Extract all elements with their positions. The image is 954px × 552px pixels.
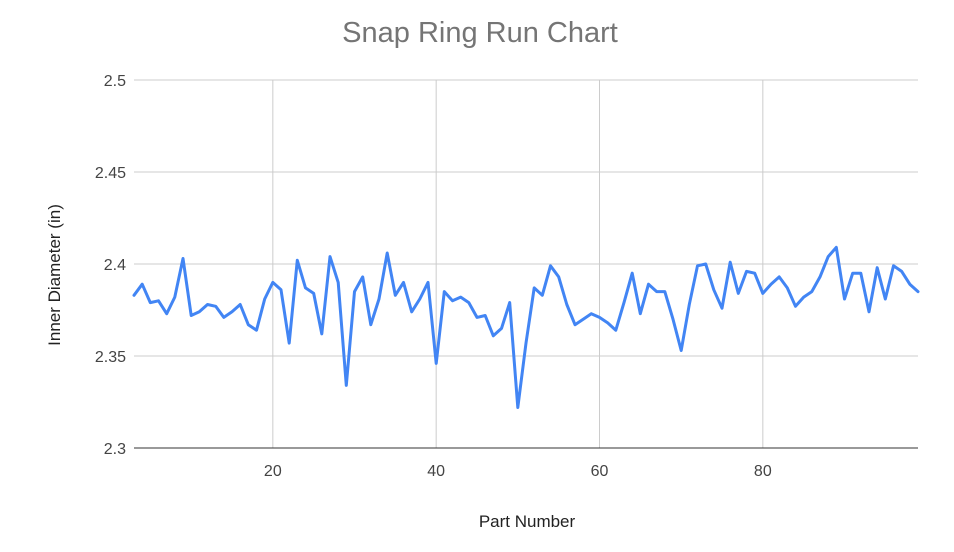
y-tick-label: 2.45	[95, 165, 126, 182]
chart-title: Snap Ring Run Chart	[342, 17, 618, 49]
x-tick-label: 80	[754, 463, 772, 480]
y-tick-label: 2.35	[95, 349, 126, 366]
x-tick-labels: 20 40 60 80	[264, 463, 772, 480]
x-axis-label: Part Number	[479, 512, 576, 531]
y-gridlines	[134, 79, 918, 357]
x-tick-label: 60	[591, 463, 609, 480]
y-axis-label: Inner Diameter (in)	[45, 204, 64, 346]
series-line	[132, 245, 920, 409]
x-tick-label: 20	[264, 463, 282, 480]
y-tick-label: 2.5	[104, 73, 126, 90]
x-tick-label: 40	[427, 463, 445, 480]
y-tick-labels: 2.3 2.35 2.4 2.45 2.5	[95, 73, 126, 458]
y-tick-label: 2.3	[104, 441, 126, 458]
y-tick-label: 2.4	[104, 257, 126, 274]
series-group	[132, 245, 920, 409]
